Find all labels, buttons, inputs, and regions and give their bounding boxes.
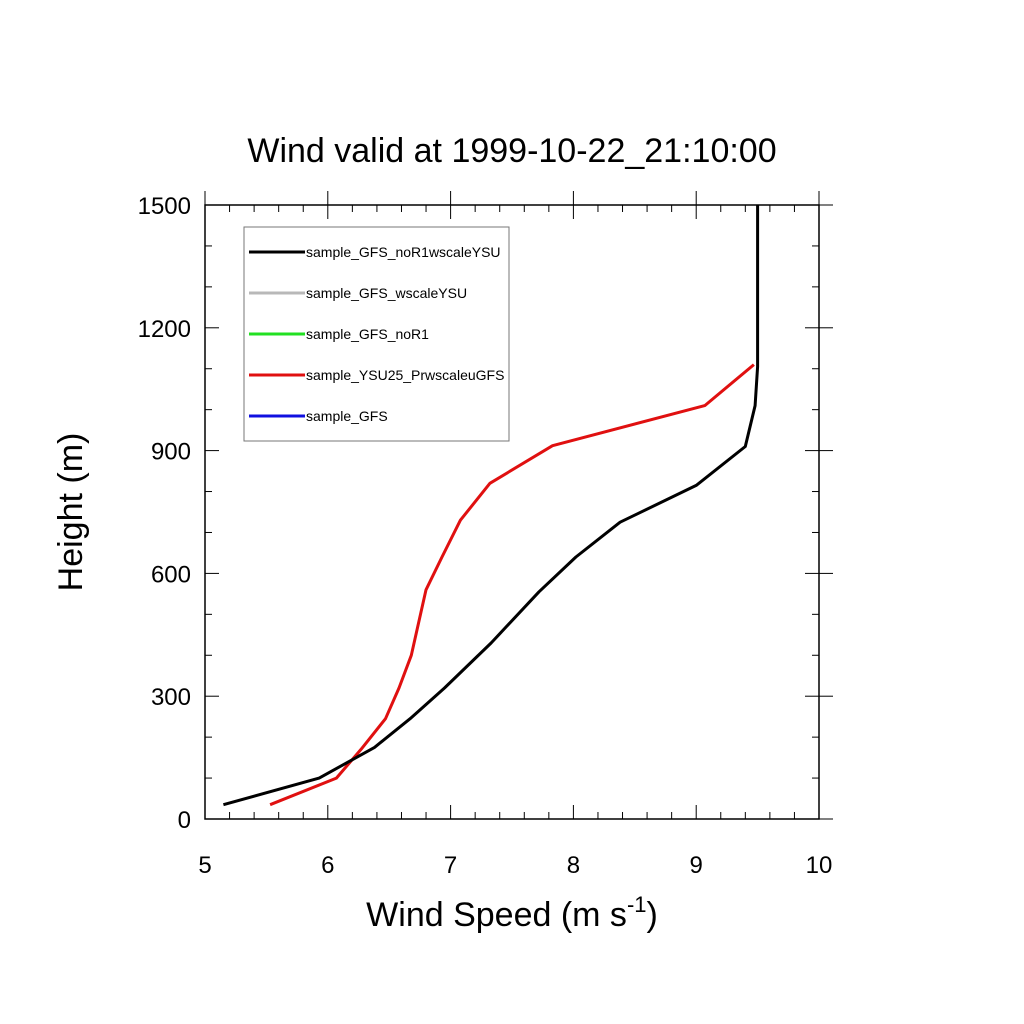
legend-label: sample_GFS_wscaleYSU bbox=[306, 285, 467, 301]
tick-labels: 5 6 7 8 9 10 0 300 600 900 1200 1500 bbox=[138, 193, 833, 879]
x-axis-label: Wind Speed (m s-1) bbox=[366, 892, 658, 934]
series-line bbox=[269, 363, 755, 807]
y-axis-label: Height (m) bbox=[52, 433, 90, 592]
x-tick-label: 5 bbox=[198, 852, 211, 879]
y-tick-label: 300 bbox=[151, 684, 191, 711]
legend-label: sample_YSU25_PrwscaleuGFS bbox=[306, 367, 504, 383]
y-tick-label: 600 bbox=[151, 561, 191, 588]
x-tick-label: 7 bbox=[444, 852, 457, 879]
legend-label: sample_GFS_noR1wscaleYSU bbox=[306, 244, 501, 260]
x-tick-label: 9 bbox=[690, 852, 703, 879]
x-axis-label-suffix: ) bbox=[647, 896, 658, 934]
legend-label: sample_GFS_noR1 bbox=[306, 326, 429, 342]
x-tick-label: 6 bbox=[321, 852, 334, 879]
y-tick-label: 0 bbox=[178, 807, 191, 834]
legend-label: sample_GFS bbox=[306, 408, 388, 424]
x-tick-label: 8 bbox=[567, 852, 580, 879]
y-tick-label: 900 bbox=[151, 439, 191, 466]
plot-frame bbox=[204, 204, 820, 820]
x-axis-label-superscript: -1 bbox=[627, 892, 647, 917]
x-tick-label: 10 bbox=[806, 852, 833, 879]
y-tick-label: 1500 bbox=[138, 193, 191, 220]
legend: sample_GFS_noR1wscaleYSU sample_GFS_wscal… bbox=[243, 226, 510, 442]
chart-title: Wind valid at 1999-10-22_21:10:00 bbox=[247, 132, 776, 170]
series-lines bbox=[222, 205, 760, 807]
y-tick-label: 1200 bbox=[138, 316, 191, 343]
series-line bbox=[222, 205, 760, 807]
